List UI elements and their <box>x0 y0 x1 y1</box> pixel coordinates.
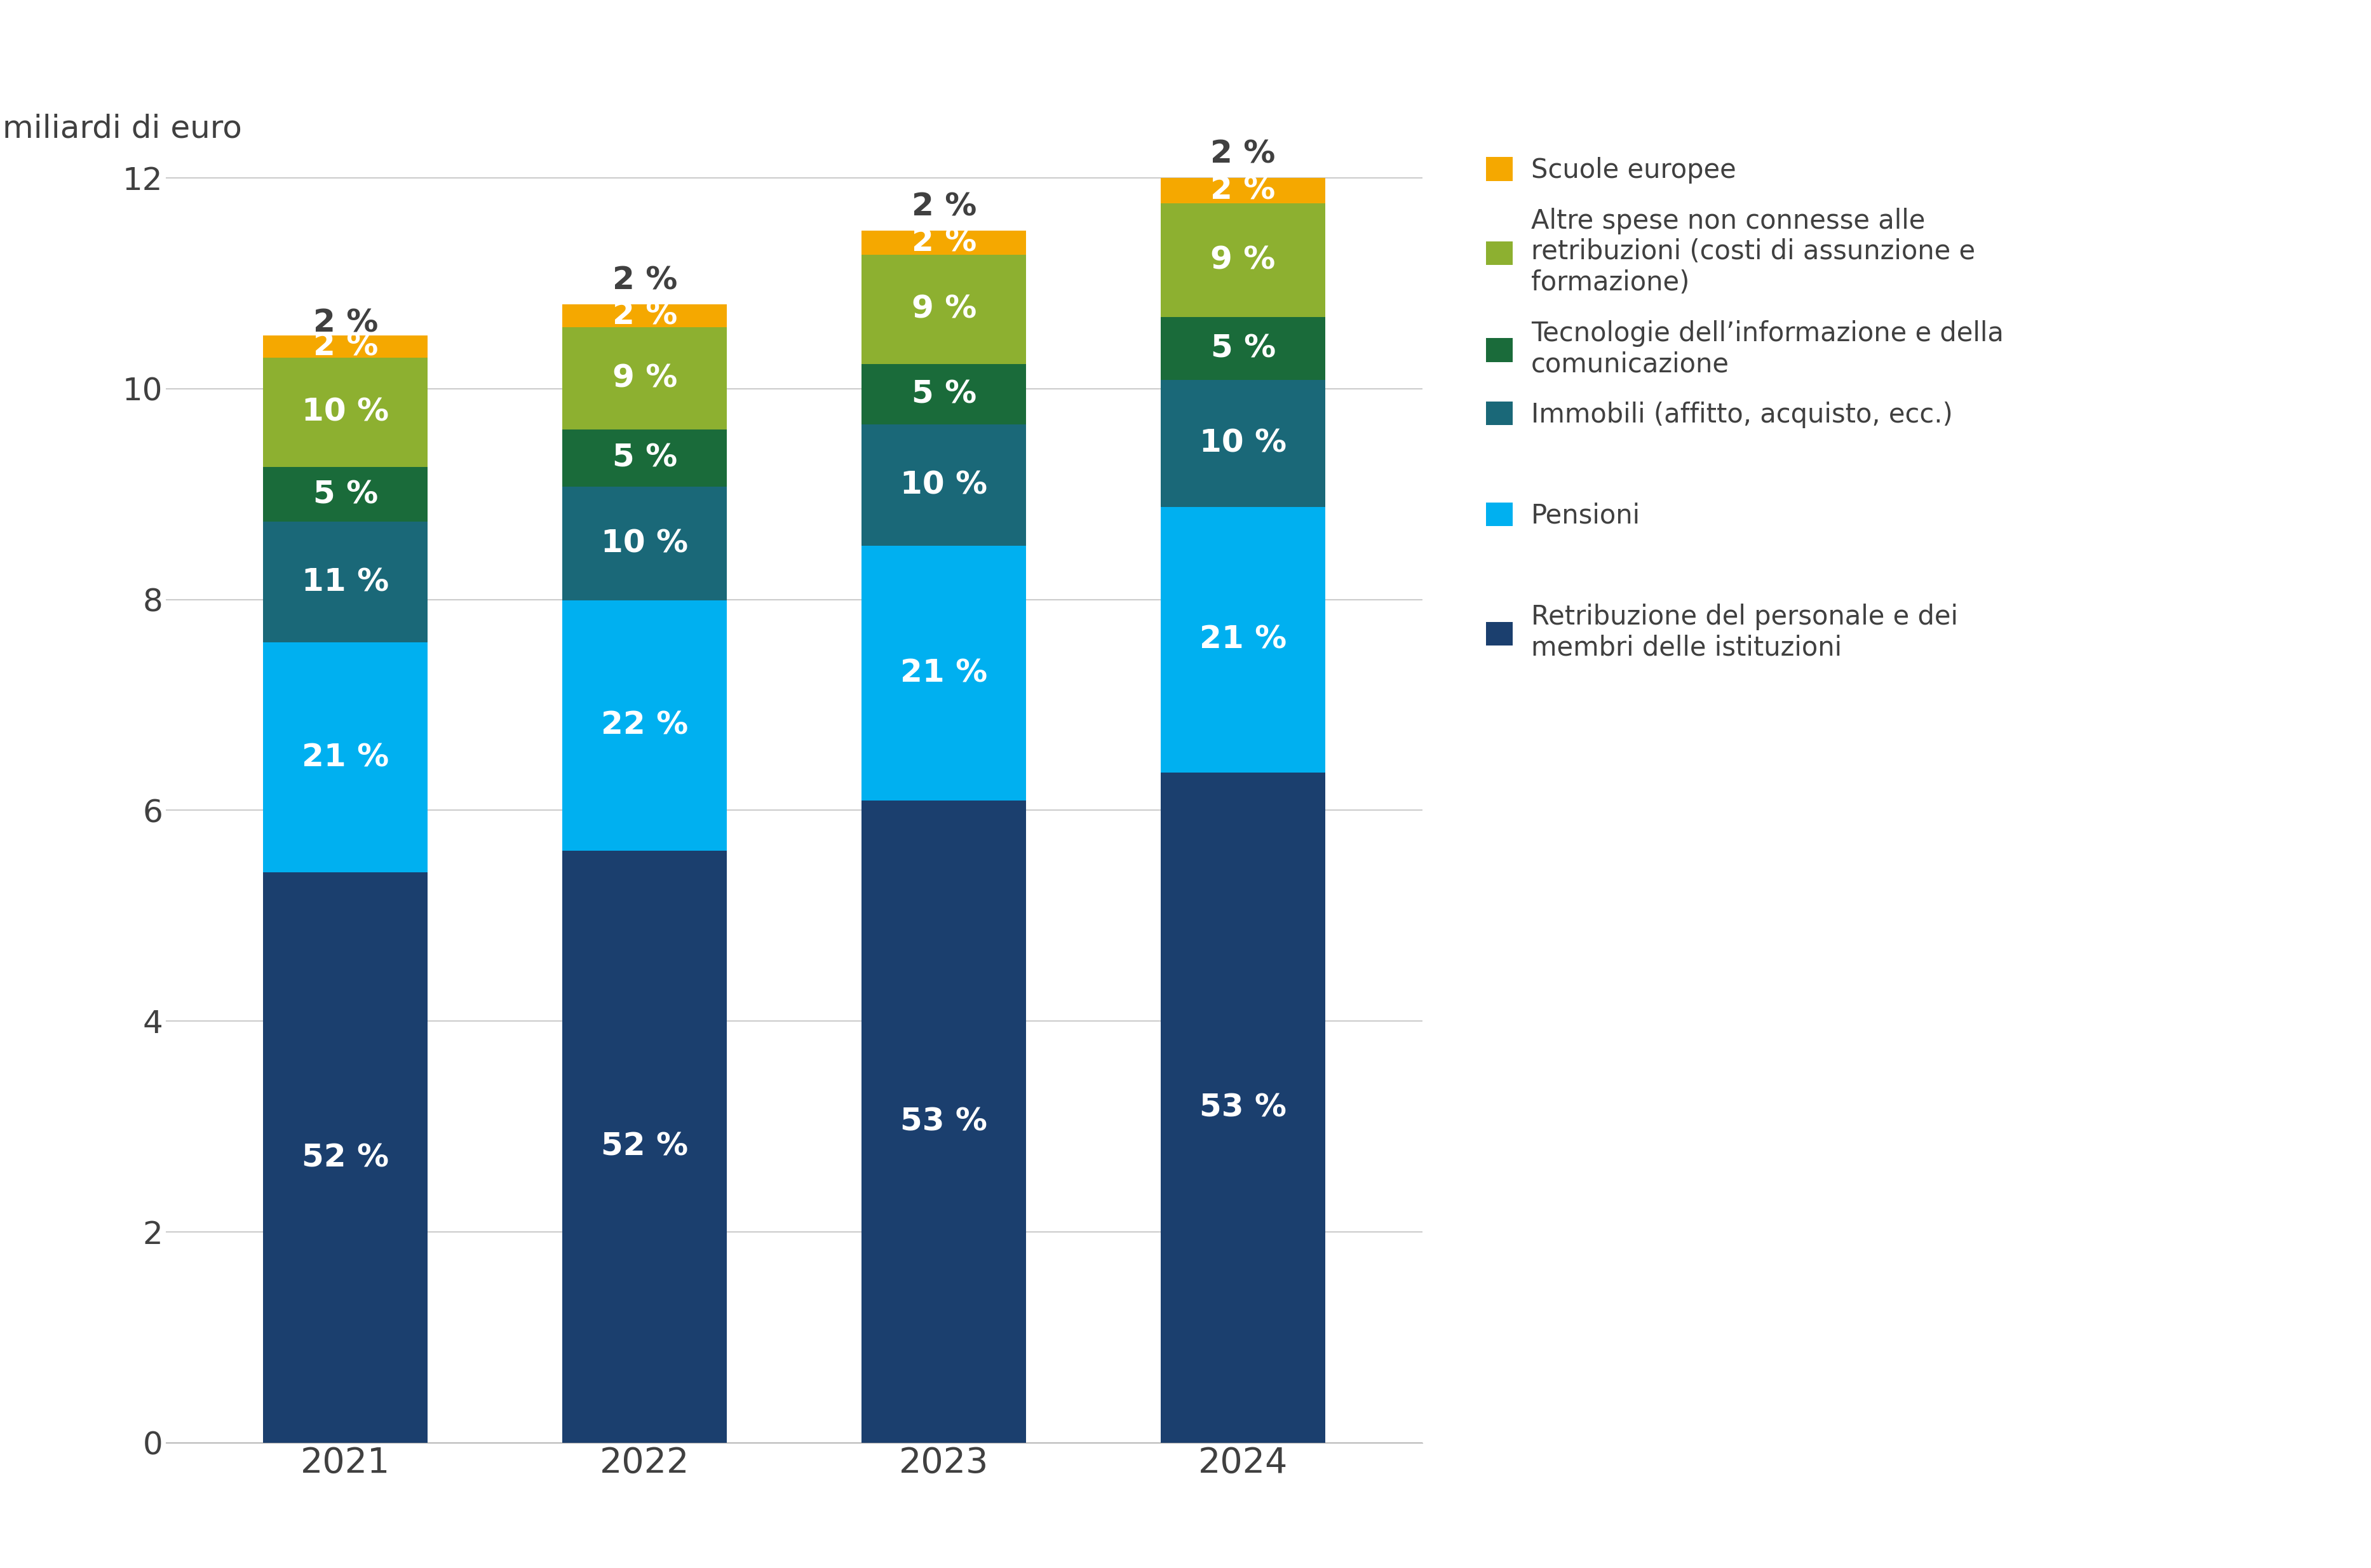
Text: 21 %: 21 % <box>1200 624 1287 655</box>
Text: 2 %: 2 % <box>313 331 377 362</box>
Bar <box>263 522 427 643</box>
Text: 2 %: 2 % <box>612 265 678 296</box>
Legend: Scuole europee, Altre spese non connesse alle
retribuzioni (costi di assunzione : Scuole europee, Altre spese non connesse… <box>1487 157 2003 662</box>
Text: 53 %: 53 % <box>1200 1093 1287 1123</box>
Text: 5 %: 5 % <box>910 379 977 409</box>
Text: 10 %: 10 % <box>602 528 688 558</box>
Text: 5 %: 5 % <box>1212 334 1276 364</box>
Bar <box>1162 379 1325 506</box>
Bar <box>861 364 1027 425</box>
Bar <box>1162 177 1325 204</box>
Bar <box>1162 317 1325 379</box>
Bar <box>562 486 728 601</box>
Text: 5 %: 5 % <box>612 442 678 474</box>
Text: 2 %: 2 % <box>910 191 977 223</box>
Bar <box>562 601 728 851</box>
Text: 9 %: 9 % <box>910 295 977 325</box>
Text: 10 %: 10 % <box>1200 428 1287 459</box>
Text: 10 %: 10 % <box>301 397 389 428</box>
Bar <box>1162 204 1325 317</box>
Text: 5 %: 5 % <box>313 480 377 510</box>
Bar <box>263 358 427 467</box>
Bar <box>562 851 728 1443</box>
Bar <box>263 336 427 358</box>
Bar <box>562 304 728 328</box>
Text: 53 %: 53 % <box>901 1105 986 1137</box>
Bar <box>263 643 427 873</box>
Bar <box>263 873 427 1443</box>
Bar <box>861 256 1027 364</box>
Bar <box>263 467 427 522</box>
Bar <box>562 430 728 486</box>
Text: miliardi di euro: miliardi di euro <box>2 113 242 144</box>
Text: 9 %: 9 % <box>612 364 678 394</box>
Text: 52 %: 52 % <box>301 1143 389 1173</box>
Text: 22 %: 22 % <box>602 710 688 740</box>
Text: 2 %: 2 % <box>910 227 977 259</box>
Text: 21 %: 21 % <box>901 657 986 688</box>
Text: 2 %: 2 % <box>1212 176 1276 205</box>
Text: 9 %: 9 % <box>1212 245 1276 276</box>
Text: 2 %: 2 % <box>612 301 678 331</box>
Bar <box>1162 506 1325 773</box>
Text: 21 %: 21 % <box>301 742 389 773</box>
Bar <box>861 546 1027 800</box>
Bar <box>562 328 728 430</box>
Text: 52 %: 52 % <box>602 1132 688 1162</box>
Text: 11 %: 11 % <box>301 568 389 597</box>
Bar <box>1162 773 1325 1443</box>
Text: 2 %: 2 % <box>313 307 377 339</box>
Text: 2 %: 2 % <box>1212 140 1276 169</box>
Bar <box>861 230 1027 256</box>
Text: 10 %: 10 % <box>901 470 986 500</box>
Bar <box>861 425 1027 546</box>
Bar <box>861 800 1027 1443</box>
